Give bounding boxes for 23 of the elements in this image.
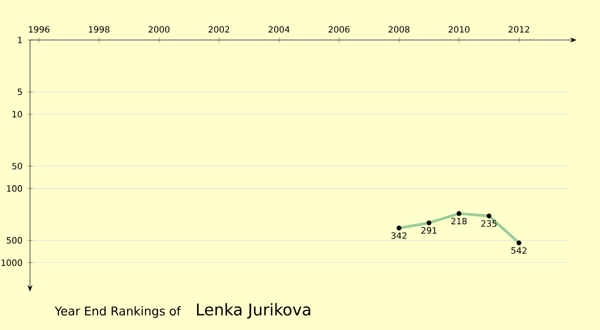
x-tick-label: 1996	[28, 26, 50, 33]
y-tick-label: 1	[18, 36, 22, 44]
text: Year End Rankings of	[54, 306, 181, 318]
data-label: 342	[391, 232, 406, 239]
x-tick-label: 2006	[328, 26, 350, 33]
y-tick-label: 50	[12, 162, 22, 170]
x-tick-label: 2010	[448, 26, 470, 33]
data-label: 542	[511, 247, 526, 254]
data-label: 218	[451, 218, 467, 224]
x-tick-label: 2000	[148, 26, 170, 33]
y-tick-label: 10	[12, 110, 22, 118]
x-tick-label: 2012	[508, 26, 530, 33]
text: Lenka Jurikova	[197, 303, 310, 319]
y-tick-label: 1000	[2, 259, 22, 266]
x-tick-label: 1998	[88, 26, 110, 33]
data-label: 235	[481, 220, 496, 227]
y-tick-label: 100	[7, 185, 22, 192]
y-tick-label: 5	[18, 88, 22, 96]
x-tick-label: 2002	[208, 26, 230, 33]
x-tick-label: 2008	[388, 26, 410, 33]
y-tick-label: 500	[6, 237, 22, 244]
x-tick-label: 2004	[268, 26, 290, 33]
data-label: 291	[421, 227, 436, 234]
